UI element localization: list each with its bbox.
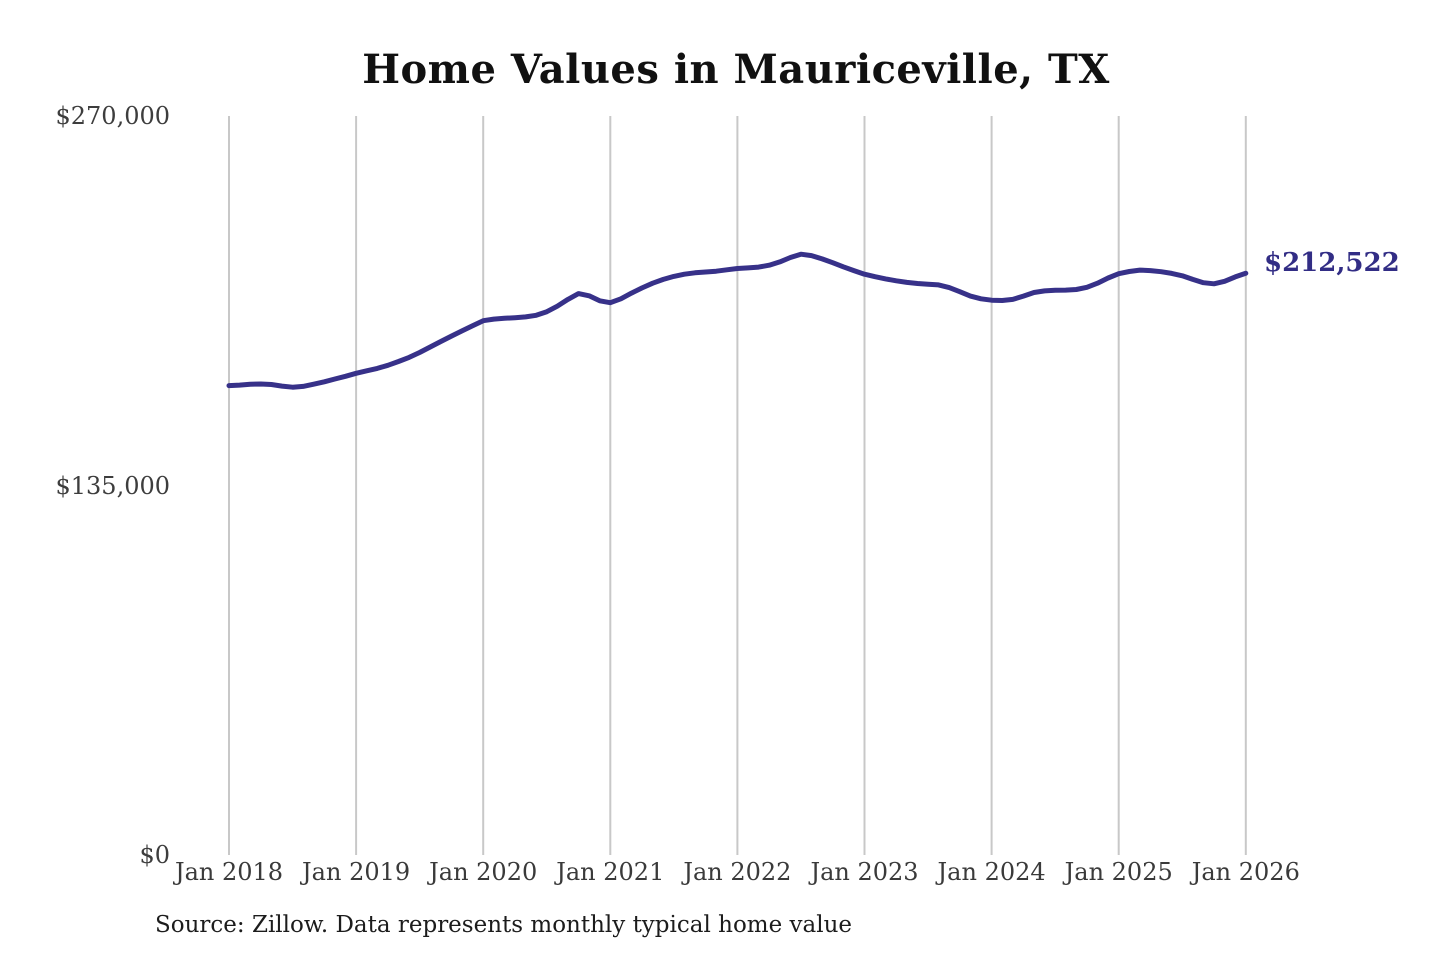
y-tick-label: $135,000 (55, 471, 170, 500)
x-tick-label: Jan 2025 (1064, 858, 1173, 886)
latest-value-label: $212,522 (1264, 248, 1400, 278)
y-tick-label: $0 (139, 841, 170, 869)
chart-title: Home Values in Mauriceville, TX (362, 46, 1110, 93)
x-tick-label: Jan 2019 (302, 858, 411, 886)
home-value-line (226, 251, 1249, 390)
source-note: Source: Zillow. Data represents monthly … (155, 912, 853, 938)
x-tick-label: Jan 2022 (683, 858, 792, 886)
x-tick-label: Jan 2026 (1191, 858, 1300, 886)
x-tick-label: Jan 2023 (810, 858, 919, 886)
x-tick-label: Jan 2018 (174, 858, 284, 886)
x-tick-label: Jan 2021 (556, 858, 665, 886)
x-tick-label: Jan 2020 (429, 858, 538, 886)
x-tick-label: Jan 2024 (937, 858, 1046, 886)
y-tick-label: $270,000 (55, 102, 170, 130)
